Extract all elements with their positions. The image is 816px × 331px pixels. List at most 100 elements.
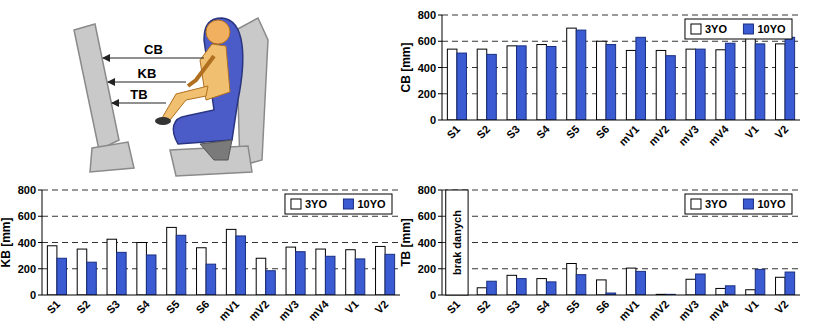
legend-swatch bbox=[743, 199, 753, 209]
y-tick bbox=[438, 295, 442, 296]
y-tick bbox=[438, 93, 442, 94]
legend-label: 10YO bbox=[757, 23, 786, 35]
y-tick bbox=[438, 67, 442, 68]
y-tick-label: 400 bbox=[418, 237, 436, 249]
front-seat-back bbox=[74, 24, 119, 150]
legend-label: 3YO bbox=[305, 198, 327, 210]
y-tick-label: 0 bbox=[30, 289, 36, 301]
distance-arrow bbox=[103, 57, 204, 58]
bar bbox=[746, 290, 756, 295]
x-tick-label: V2 bbox=[772, 298, 790, 316]
legend-label: 10YO bbox=[357, 198, 386, 210]
grid-line bbox=[442, 216, 800, 217]
bar bbox=[755, 44, 765, 120]
grid-line bbox=[42, 190, 400, 191]
x-tick-label: S3 bbox=[504, 123, 522, 141]
x-tick-label: mV2 bbox=[246, 298, 271, 323]
y-tick-label: 200 bbox=[418, 88, 436, 100]
bar bbox=[696, 274, 706, 295]
grid-line bbox=[442, 190, 800, 191]
bar bbox=[636, 271, 646, 295]
grid-line bbox=[442, 268, 800, 269]
bar bbox=[725, 286, 735, 295]
x-tick-label: mV2 bbox=[646, 123, 671, 148]
x-tick-label: S4 bbox=[134, 297, 153, 316]
chart: 0200400600800S1S2S3S4S5S6mV1mV2mV3mV4V1V… bbox=[399, 9, 800, 148]
bar bbox=[755, 269, 765, 295]
x-tick-label: S5 bbox=[164, 298, 182, 316]
distance-label: KB bbox=[138, 66, 157, 81]
y-axis bbox=[442, 15, 443, 120]
child-shoe bbox=[155, 117, 171, 125]
bar bbox=[597, 41, 607, 120]
y-tick bbox=[38, 190, 42, 191]
y-tick-label: 0 bbox=[430, 114, 436, 126]
bar bbox=[137, 243, 147, 296]
bar bbox=[666, 56, 676, 120]
bar bbox=[477, 49, 487, 120]
x-tick-label: V1 bbox=[343, 298, 361, 316]
bar bbox=[346, 250, 356, 295]
x-tick-label: mV1 bbox=[216, 298, 241, 323]
bar bbox=[176, 235, 186, 295]
legend-label: 10YO bbox=[757, 198, 786, 210]
y-tick bbox=[438, 268, 442, 269]
y-tick bbox=[38, 242, 42, 243]
bar bbox=[296, 252, 306, 295]
bars bbox=[47, 227, 394, 295]
x-tick-label: mV3 bbox=[276, 298, 301, 323]
x-tick-label: mV4 bbox=[306, 297, 332, 323]
bar bbox=[107, 239, 117, 295]
bar bbox=[507, 46, 517, 120]
bar bbox=[785, 272, 795, 295]
bar bbox=[117, 252, 127, 295]
bar bbox=[286, 247, 296, 295]
distance-label: CB bbox=[144, 42, 163, 57]
annotation: brak danych bbox=[451, 210, 463, 275]
legend-swatch bbox=[343, 199, 353, 209]
bar bbox=[457, 53, 467, 120]
distance-label: TB bbox=[130, 87, 147, 102]
legend: 3YO10YO bbox=[685, 194, 792, 214]
bar bbox=[576, 30, 586, 120]
x-axis bbox=[442, 295, 800, 296]
bar bbox=[597, 280, 607, 295]
bar bbox=[316, 249, 326, 295]
bar bbox=[567, 264, 577, 296]
x-tick-label: S2 bbox=[474, 298, 492, 316]
x-tick-label: mV3 bbox=[676, 123, 701, 148]
child-arm bbox=[188, 56, 214, 86]
distance-arrow bbox=[112, 102, 166, 103]
y-tick-label: 800 bbox=[18, 184, 36, 196]
y-tick-label: 200 bbox=[418, 263, 436, 275]
y-tick-label: 600 bbox=[418, 210, 436, 222]
y-tick bbox=[38, 268, 42, 269]
bar bbox=[785, 37, 795, 120]
legend-box bbox=[285, 194, 392, 214]
x-tick-label: S6 bbox=[593, 298, 611, 316]
bar bbox=[226, 229, 236, 295]
y-tick bbox=[38, 216, 42, 217]
child-legs bbox=[162, 86, 208, 120]
y-axis-title: CB [mm] bbox=[399, 42, 413, 92]
y-tick-label: 800 bbox=[418, 9, 436, 21]
annotation-box bbox=[446, 190, 468, 295]
y-tick bbox=[38, 295, 42, 296]
grid-line bbox=[442, 242, 800, 243]
legend-box bbox=[685, 194, 792, 214]
x-tick-label: S3 bbox=[504, 298, 522, 316]
legend: 3YO10YO bbox=[685, 19, 792, 39]
bar bbox=[256, 258, 266, 295]
x-tick-label: mV2 bbox=[646, 298, 671, 323]
legend-swatch bbox=[291, 199, 301, 209]
y-axis bbox=[442, 190, 443, 295]
bar bbox=[576, 275, 586, 295]
x-tick-label: S1 bbox=[44, 298, 62, 316]
bar bbox=[87, 262, 97, 295]
bar bbox=[537, 45, 547, 120]
bar bbox=[686, 49, 696, 120]
legend-box bbox=[685, 19, 792, 39]
bar bbox=[636, 37, 646, 120]
bar bbox=[266, 271, 276, 295]
legend-swatch bbox=[691, 199, 701, 209]
